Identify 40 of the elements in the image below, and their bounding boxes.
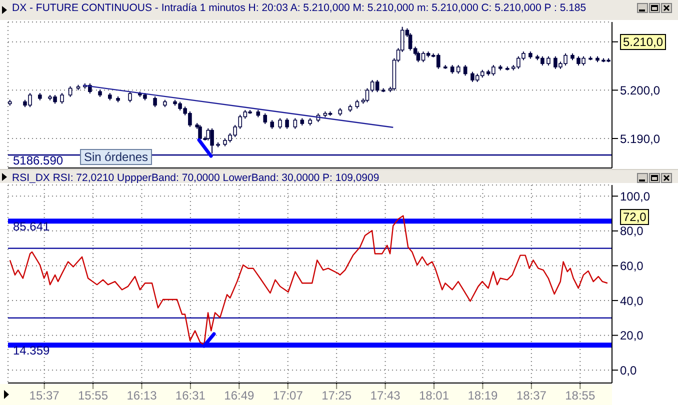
line-series: [9, 215, 608, 346]
x-tick-label: 18:37: [516, 388, 547, 403]
candlestick: [293, 118, 298, 130]
x-tick-label: 18:19: [468, 388, 498, 403]
y-tick-label: 5.190,0: [620, 132, 660, 146]
candlestick: [278, 118, 282, 130]
y-tick-label: 60,0: [620, 258, 644, 273]
x-tick-label: 18:55: [565, 388, 596, 403]
candlestick: [68, 86, 72, 98]
candlestick: [128, 91, 132, 103]
y-tick-label: 20,0: [620, 328, 644, 343]
x-tick-label: 17:43: [370, 388, 401, 403]
x-tick-label: 15:37: [29, 388, 60, 403]
x-tick-label: 17:07: [272, 388, 304, 403]
x-tick-label: 18:01: [418, 388, 450, 403]
y-tick-label: 40,0: [620, 294, 644, 308]
ref-line-label: 14.359: [13, 344, 50, 358]
x-tick-label: 16:31: [175, 388, 206, 403]
text: 5.210,0: [620, 34, 666, 50]
y-tick-label: 0,0: [620, 363, 638, 378]
candlestick: [546, 56, 550, 66]
y-tick-label: 5.200,0: [620, 83, 660, 98]
x-tick-label: 15:55: [78, 388, 108, 403]
candlestick: [285, 118, 289, 130]
x-tick-label: 16:49: [224, 388, 254, 403]
ref-line-label: 5186.590: [13, 154, 64, 168]
x-tick-label: 16:13: [126, 388, 158, 403]
chart-title: RSI_DX RSI: 72,0210 UppperBand: 70,0000 LowerBand: 30,0000 P: 109,0909: [12, 172, 380, 184]
text: 72,0: [620, 209, 650, 225]
y-tick-label: 80,0: [620, 224, 644, 238]
candlestick: [210, 128, 214, 154]
candlestick: [60, 92, 64, 104]
x-tick-label: 17:25: [322, 388, 352, 403]
candlestick: [263, 112, 268, 125]
candlestick: [153, 96, 157, 108]
y-tick-label: 100,0: [620, 189, 650, 204]
annotation: Sin órdenes: [80, 149, 152, 165]
ref-line-label: 85.641: [13, 220, 50, 234]
chart-title: DX - FUTURE CONTINUOUS - Intradía 1 minutos H: 20:03 A: 5.210,000 M: 5.210,000 m: 5.210,000 C: 5.210,000 P : 5.185: [12, 2, 586, 14]
candlestick: [463, 64, 468, 76]
